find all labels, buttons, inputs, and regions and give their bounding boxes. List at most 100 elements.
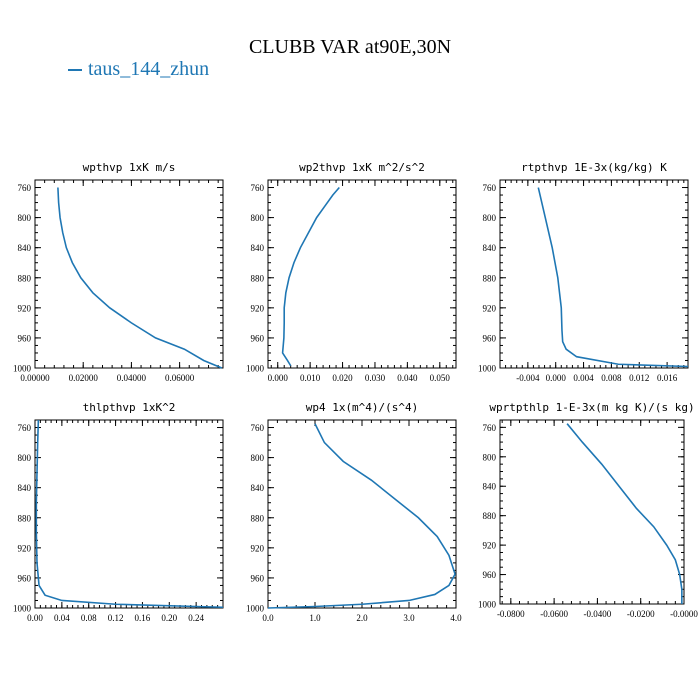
y-tick-label: 880	[18, 513, 32, 523]
x-tick-label: 3.0	[403, 613, 415, 623]
legend-line-swatch	[68, 69, 82, 72]
panel-title: wprtpthlp 1-E-3x(m kg K)/(s kg)	[489, 401, 694, 414]
y-tick-label: 800	[18, 213, 32, 223]
x-tick-label: -0.0200	[627, 609, 655, 619]
plot-frame	[267, 179, 457, 369]
x-tick-label: 0.040	[397, 373, 418, 383]
y-tick-label: 920	[251, 303, 265, 313]
y-tick-label: 760	[483, 183, 497, 193]
y-tick-label: 920	[18, 303, 32, 313]
x-tick-label: 0.24	[188, 613, 204, 623]
y-tick-label: 960	[18, 333, 32, 343]
y-tick-label: 1000	[478, 364, 497, 374]
x-tick-label: 0.20	[161, 613, 177, 623]
x-tick-label: 2.0	[356, 613, 368, 623]
legend-label: taus_144_zhun	[88, 58, 210, 80]
y-tick-label: 760	[18, 423, 32, 433]
y-tick-label: 840	[18, 243, 32, 253]
y-tick-label: 880	[251, 273, 265, 283]
x-tick-label: 0.12	[108, 613, 124, 623]
x-tick-label: 0.16	[135, 613, 151, 623]
x-tick-label: 4.0	[450, 613, 462, 623]
y-tick-label: 1000	[13, 604, 32, 614]
y-tick-label: 880	[483, 511, 497, 521]
y-tick-label: 840	[483, 243, 497, 253]
x-tick-label: 0.016	[657, 373, 678, 383]
plot-frame	[267, 419, 457, 609]
y-tick-label: 920	[251, 543, 265, 553]
y-tick-label: 760	[18, 183, 32, 193]
panel-3: rtpthvp 1E-3x(kg/kg) K 760 800 840 880 920 960…	[478, 161, 689, 383]
y-tick-label: 920	[18, 543, 32, 553]
y-tick-label: 1000	[246, 604, 265, 614]
x-tick-label: 0.04000	[117, 373, 147, 383]
x-tick-label: 0.004	[573, 373, 594, 383]
x-tick-label: -0.0800	[497, 609, 525, 619]
panel-title: wp2thvp 1xK m^2/s^2	[299, 161, 425, 174]
y-tick-label: 760	[251, 183, 265, 193]
y-tick-label: 960	[251, 333, 265, 343]
y-tick-label: 960	[251, 573, 265, 583]
x-tick-label: 0.000	[268, 373, 289, 383]
x-tick-label: -0.004	[516, 373, 540, 383]
x-tick-label: 0.00	[27, 613, 43, 623]
y-tick-label: 800	[483, 213, 497, 223]
y-tick-label: 920	[483, 541, 497, 551]
plot-frame	[499, 419, 685, 605]
panel-4: thlpthvp 1xK^2 760 800 840 880 920 960 10000.00…	[13, 401, 224, 623]
series-line	[281, 186, 340, 367]
series-line	[35, 419, 224, 609]
x-tick-label: 0.04	[54, 613, 70, 623]
x-tick-label: 0.012	[629, 373, 649, 383]
y-tick-label: 880	[483, 273, 497, 283]
y-tick-label: 760	[251, 423, 265, 433]
x-tick-label: 0.00000	[20, 373, 50, 383]
series-line	[566, 423, 683, 604]
series-line	[57, 187, 223, 369]
y-tick-label: 760	[483, 423, 497, 433]
legend: taus_144_zhun	[68, 58, 209, 81]
x-tick-label: 0.08	[81, 613, 97, 623]
x-tick-label: 0.050	[430, 373, 451, 383]
x-tick-label: 0.010	[300, 373, 321, 383]
panel-title: wpthvp 1xK m/s	[83, 161, 176, 174]
y-tick-label: 960	[483, 333, 497, 343]
y-tick-label: 840	[18, 483, 32, 493]
x-tick-label: -0.0400	[584, 609, 612, 619]
plot-frame	[499, 179, 689, 369]
x-tick-label: -0.0600	[540, 609, 568, 619]
panel-title: rtpthvp 1E-3x(kg/kg) K	[521, 161, 667, 174]
x-tick-label: 0.0	[262, 613, 274, 623]
x-tick-label: 0.06000	[165, 373, 195, 383]
figure-title: CLUBB VAR at90E,30N	[248, 36, 452, 58]
y-tick-label: 840	[251, 483, 265, 493]
x-tick-label: 0.000	[546, 373, 567, 383]
series-line	[267, 423, 456, 609]
y-tick-label: 880	[251, 513, 265, 523]
panel-title: wp4 1x(m^4)/(s^4)	[306, 401, 419, 414]
y-tick-label: 880	[18, 273, 32, 283]
y-tick-label: 1000	[246, 364, 265, 374]
y-tick-label: 1000	[478, 600, 497, 610]
y-tick-label: 800	[483, 452, 497, 462]
panel-1: wpthvp 1xK m/s 760 800 840 880 920 960 10000.00…	[13, 161, 224, 383]
y-tick-label: 840	[483, 482, 497, 492]
panel-6: wprtpthlp 1-E-3x(m kg K)/(s kg) 760 800 840…	[478, 401, 698, 619]
panel-2: wp2thvp 1xK m^2/s^2 760 800 840 880 920 960 100…	[246, 161, 457, 383]
x-tick-label: -0.0000	[670, 609, 698, 619]
y-tick-label: 1000	[13, 364, 32, 374]
y-tick-label: 800	[18, 453, 32, 463]
panel-5: wp4 1x(m^4)/(s^4) 760 800 840 880 920 960 10000…	[246, 401, 462, 623]
x-tick-label: 0.02000	[69, 373, 99, 383]
panel-title: thlpthvp 1xK^2	[83, 401, 176, 414]
x-tick-label: 0.008	[601, 373, 622, 383]
series-line	[537, 187, 689, 368]
y-tick-label: 800	[251, 453, 265, 463]
y-tick-label: 960	[483, 570, 497, 580]
x-tick-label: 1.0	[309, 613, 321, 623]
x-tick-label: 0.020	[332, 373, 353, 383]
y-tick-label: 960	[18, 573, 32, 583]
plot-frame	[34, 179, 224, 369]
